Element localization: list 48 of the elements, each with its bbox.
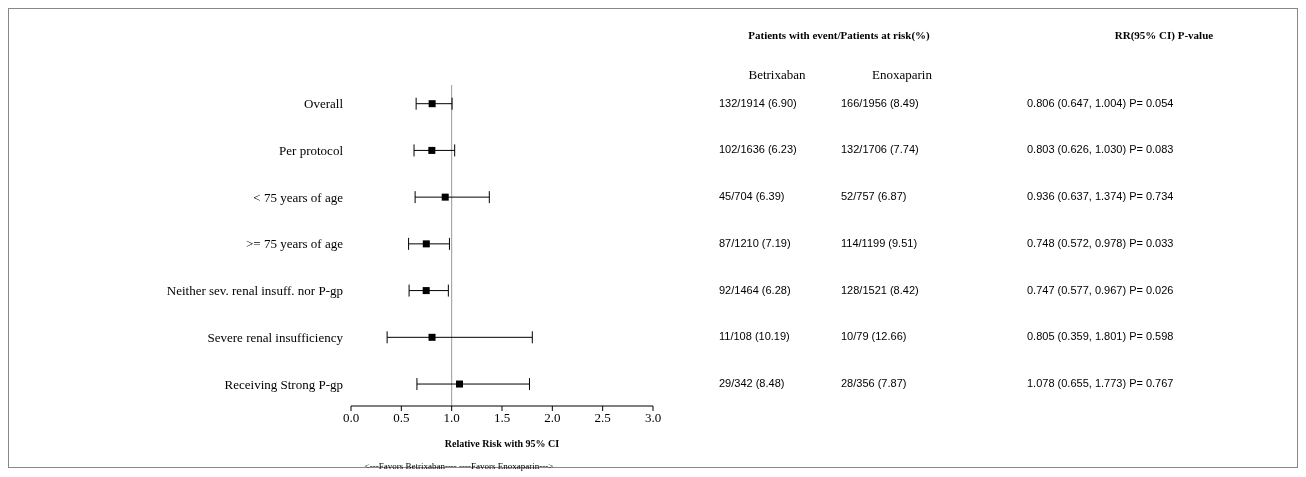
text: Betrixaban — [747, 67, 807, 83]
point — [428, 333, 436, 341]
data-label: 0.805 (0.359, 1.801) P= 0.598 — [1027, 330, 1174, 343]
data-label: 0.806 (0.647, 1.004) P= 0.054 — [1027, 96, 1174, 109]
x-tick-label: 0.0 — [342, 410, 360, 426]
text: Enoxaparin — [871, 67, 933, 83]
point — [428, 146, 436, 154]
text: 92/1464 (6.28) — [719, 283, 791, 296]
point — [428, 100, 436, 108]
y-tick-label: < 75 years of age — [253, 189, 344, 205]
point — [422, 240, 430, 248]
text: 132/1706 (7.74) — [841, 143, 919, 156]
text: 52/757 (6.87) — [841, 190, 907, 203]
text: 11/108 (10.19) — [719, 330, 790, 343]
data-label: 0.747 (0.577, 0.967) P= 0.026 — [1027, 283, 1174, 296]
text: 166/1956 (8.49) — [841, 96, 919, 109]
text: RR(95% CI) P-value — [1113, 29, 1215, 41]
text: <---Favors Betrixaban---- ----Favors Enoxaparin---> — [363, 461, 555, 471]
text: 45/704 (6.39) — [719, 190, 785, 203]
y-tick-label: Overall — [304, 96, 344, 112]
point — [422, 287, 430, 295]
data-label: 0.748 (0.572, 0.978) P= 0.033 — [1027, 236, 1174, 249]
data-label: 0.936 (0.637, 1.374) P= 0.734 — [1027, 190, 1174, 203]
y-tick-label: >= 75 years of age — [246, 236, 344, 252]
x-tick-label: 1.0 — [443, 410, 460, 426]
point — [456, 380, 464, 388]
text: 87/1210 (7.19) — [719, 236, 791, 249]
y-tick-label: Neither sev. renal insuff. nor P-gp — [166, 283, 343, 299]
text: 28/356 (7.87) — [841, 377, 907, 390]
text: 132/1914 (6.90) — [719, 96, 797, 109]
point — [441, 193, 449, 201]
x-tick-label: 3.0 — [644, 410, 662, 426]
text: 29/342 (8.48) — [719, 377, 785, 390]
x-axis-title: Relative Risk with 95% CI — [443, 438, 561, 449]
x-tick-label: 2.0 — [544, 410, 561, 426]
data-label: 0.803 (0.626, 1.030) P= 0.083 — [1027, 143, 1174, 156]
x-tick-label: 1.5 — [493, 410, 511, 426]
text: 114/1199 (9.51) — [841, 236, 918, 249]
x-tick-label: 0.5 — [393, 410, 410, 426]
x-tick-label: 2.5 — [594, 410, 611, 426]
text: 128/1521 (8.42) — [841, 283, 919, 296]
y-tick-label: Per protocol — [279, 143, 344, 159]
data-label: 1.078 (0.655, 1.773) P= 0.767 — [1027, 377, 1174, 390]
text: 102/1636 (6.23) — [719, 143, 797, 156]
y-tick-label: Receiving Strong P-gp — [224, 376, 343, 392]
text: 10/79 (12.66) — [841, 330, 907, 343]
y-tick-label: Severe renal insufficiency — [207, 329, 344, 345]
text: Patients with event/Patients at risk(%) — [747, 29, 931, 41]
